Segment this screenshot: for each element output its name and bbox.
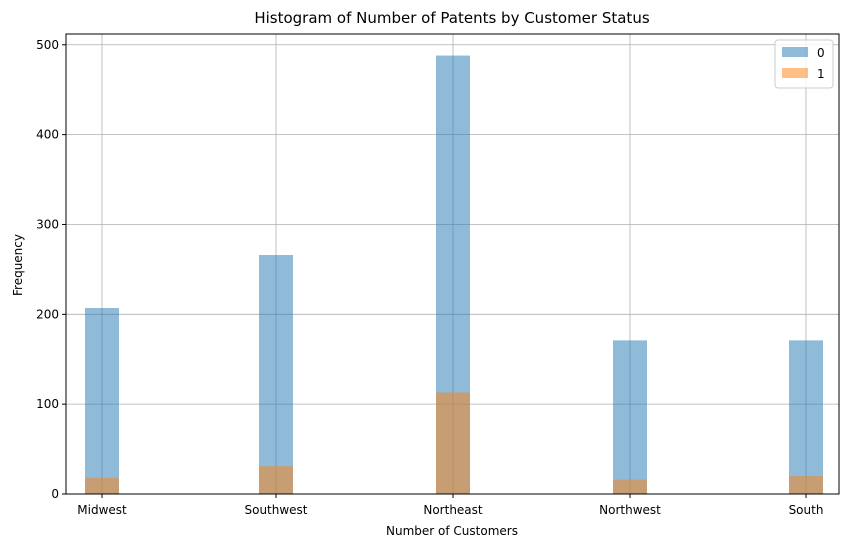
x-tick-label: Midwest (77, 503, 127, 517)
axes: Midwest Southwest Northeast Northwest South 0… (36, 33, 840, 517)
y-tick-label: 500 (36, 38, 59, 52)
bar-series-0-northwest (613, 340, 647, 494)
y-tick-label: 100 (36, 397, 59, 411)
bar-series-1-southwest (259, 466, 293, 494)
y-tick-label: 0 (51, 487, 59, 501)
bar-series-0-midwest (85, 308, 119, 494)
y-tick-label: 300 (36, 217, 59, 231)
x-tick-label: South (789, 503, 824, 517)
bars-layer (85, 55, 823, 494)
x-tick-label: Northwest (599, 503, 661, 517)
chart-title: Histogram of Number of Patents by Custom… (254, 9, 649, 27)
legend-label-0: 0 (817, 46, 825, 60)
legend-label-1: 1 (817, 67, 825, 81)
bar-series-0-south (789, 340, 823, 494)
legend: 01 (774, 39, 834, 89)
bar-series-0-southwest (259, 255, 293, 494)
y-axis-label: Frequency (11, 234, 25, 296)
legend-swatch-0 (782, 47, 808, 57)
x-tick-label: Southwest (244, 503, 307, 517)
x-tick-label: Northeast (423, 503, 483, 517)
y-tick-label: 400 (36, 128, 59, 142)
bar-series-1-northwest (613, 479, 647, 494)
bar-series-1-south (789, 476, 823, 494)
bar-series-1-northeast (436, 392, 470, 494)
x-axis-label: Number of Customers (386, 524, 518, 538)
bar-series-1-midwest (85, 477, 119, 494)
y-tick-label: 200 (36, 307, 59, 321)
legend-swatch-1 (782, 68, 808, 78)
